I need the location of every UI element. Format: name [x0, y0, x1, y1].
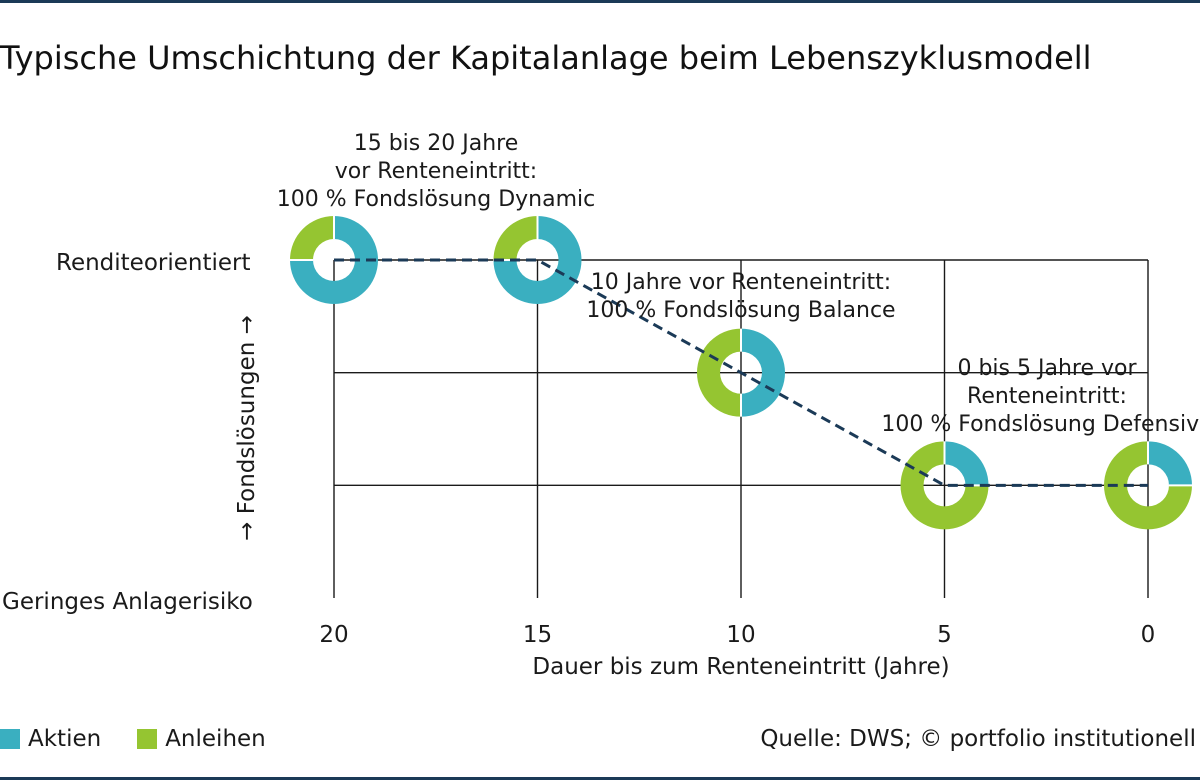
y-axis-title: → Fondslösungen →	[234, 315, 260, 541]
annotation-line: 10 Jahre vor Renteneintritt:	[591, 270, 891, 295]
donut-segment-aktien	[741, 328, 786, 417]
donut	[493, 216, 582, 304]
legend-item-anleihen: Anleihen	[137, 726, 266, 752]
annotation-line: Renteneintritt:	[967, 384, 1127, 409]
x-tick-label: 20	[319, 622, 348, 648]
x-axis-ticks: 20 15 10 5 0	[319, 622, 1155, 648]
series-line	[334, 258, 1148, 487]
donut-segment-anleihen	[290, 216, 334, 260]
annotation-line: 100 % Fondslösung Dynamic	[277, 187, 595, 212]
annotation-line: 100 % Fondslösung Balance	[586, 298, 895, 323]
donut-segment-aktien	[493, 216, 582, 304]
annotation-line: 100 % Fondslösung Defensive	[881, 412, 1200, 437]
chart-title: Typische Umschichtung der Kapitalanlage …	[0, 39, 1092, 77]
source-note: Quelle: DWS; © portfolio institutionell	[760, 726, 1196, 752]
donut	[696, 328, 786, 417]
y-label-bottom: Geringes Anlagerisiko	[2, 589, 253, 615]
donut-segment-anleihen	[900, 441, 989, 530]
x-tick-label: 0	[1141, 622, 1156, 648]
donut-segment-anleihen	[1104, 441, 1192, 530]
x-axis-title: Dauer bis zum Renteneintritt (Jahre)	[532, 654, 949, 680]
legend-label-aktien: Aktien	[28, 726, 102, 752]
donut-segment-aktien	[1148, 441, 1192, 486]
donut-segment-aktien	[944, 441, 989, 486]
donut-segment-aktien	[290, 216, 378, 304]
bottom-rule	[0, 777, 1200, 780]
legend-item-aktien: Aktien	[0, 726, 101, 752]
annotation-line: 15 bis 20 Jahre	[354, 131, 519, 156]
legend-swatch-anleihen	[137, 729, 158, 749]
chart-area: Renditeorientiert Geringes Anlagerisiko …	[2, 131, 1200, 680]
x-tick-label: 15	[523, 622, 552, 648]
top-rule	[0, 0, 1200, 3]
legend-swatch-aktien	[0, 729, 20, 749]
donut	[1104, 441, 1192, 530]
y-axis-labels: Renditeorientiert Geringes Anlagerisiko …	[2, 250, 260, 615]
annotation-line: vor Renteneintritt:	[335, 159, 537, 184]
annotations: 15 bis 20 Jahre vor Renteneintritt: 100 % …	[277, 131, 1200, 437]
donut	[290, 216, 378, 304]
annotation-line: 0 bis 5 Jahre vor	[957, 356, 1137, 381]
x-tick-label: 10	[726, 622, 755, 648]
donut-segment-anleihen	[493, 216, 538, 260]
legend: Aktien Anleihen	[0, 724, 302, 754]
donut-layer	[290, 216, 1192, 530]
series-line-layer	[334, 258, 1148, 487]
donut-segment-anleihen	[696, 328, 741, 417]
x-tick-label: 5	[937, 622, 952, 648]
legend-label-anleihen: Anleihen	[165, 726, 266, 752]
y-label-top: Renditeorientiert	[56, 250, 251, 276]
